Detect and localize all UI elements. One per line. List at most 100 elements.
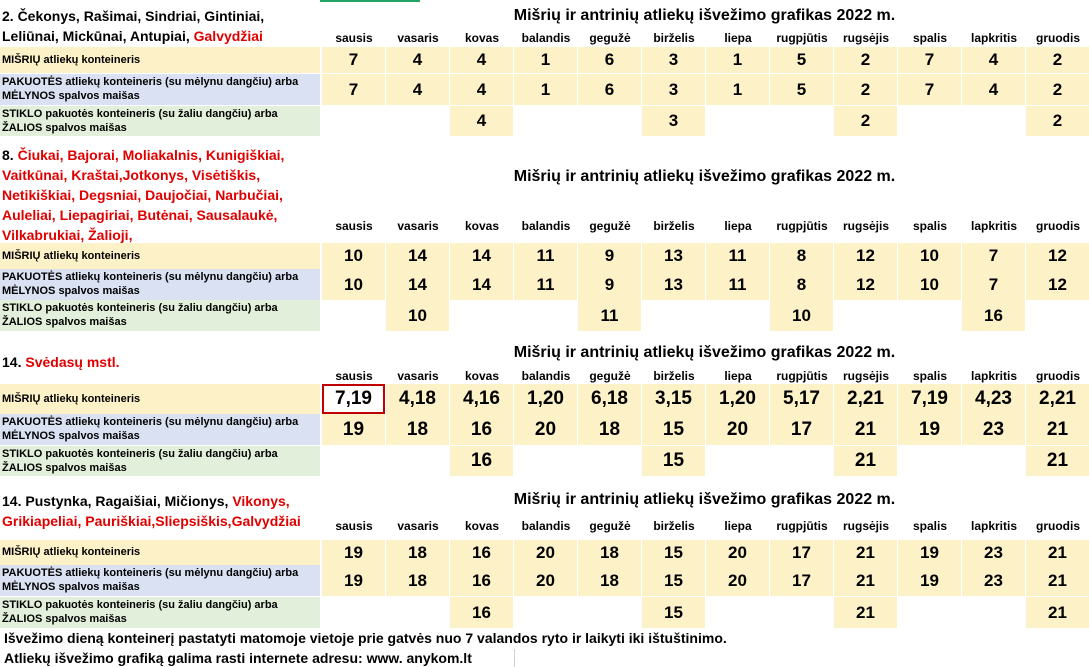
schedule-cell-packaging[interactable]: 15 <box>642 414 705 445</box>
schedule-cell-packaging[interactable]: 7 <box>962 269 1025 300</box>
schedule-cell-packaging[interactable]: 12 <box>834 269 897 300</box>
schedule-cell-glass[interactable] <box>386 446 449 476</box>
schedule-cell-glass[interactable] <box>706 106 769 136</box>
schedule-cell-packaging[interactable]: 11 <box>706 269 769 300</box>
schedule-cell-mixed[interactable]: 9 <box>578 243 641 269</box>
schedule-cell-mixed[interactable]: 19 <box>322 540 385 565</box>
schedule-cell-packaging[interactable]: 19 <box>322 414 385 445</box>
schedule-cell-glass[interactable] <box>834 300 897 331</box>
schedule-cell-glass[interactable] <box>322 106 385 136</box>
schedule-cell-packaging[interactable]: 3 <box>642 74 705 105</box>
schedule-cell-mixed[interactable]: 4,18 <box>386 384 449 414</box>
schedule-cell-mixed[interactable]: 2,21 <box>834 384 897 414</box>
schedule-cell-mixed[interactable]: 2 <box>1026 47 1089 73</box>
schedule-cell-glass[interactable] <box>514 300 577 331</box>
schedule-cell-glass[interactable] <box>706 446 769 476</box>
schedule-cell-packaging[interactable]: 4 <box>386 74 449 105</box>
schedule-cell-mixed[interactable]: 5,17 <box>770 384 833 414</box>
schedule-cell-glass[interactable]: 3 <box>642 106 705 136</box>
schedule-cell-glass[interactable]: 16 <box>450 597 513 628</box>
schedule-cell-packaging[interactable]: 11 <box>514 269 577 300</box>
schedule-cell-packaging[interactable]: 21 <box>1026 414 1089 445</box>
schedule-cell-mixed[interactable]: 11 <box>706 243 769 269</box>
schedule-cell-glass[interactable]: 21 <box>834 597 897 628</box>
schedule-cell-mixed[interactable]: 4,23 <box>962 384 1025 414</box>
schedule-cell-mixed[interactable]: 7 <box>898 47 961 73</box>
schedule-cell-glass[interactable] <box>770 597 833 628</box>
schedule-cell-mixed[interactable]: 21 <box>1026 540 1089 565</box>
schedule-cell-packaging[interactable]: 20 <box>514 565 577 596</box>
schedule-cell-mixed[interactable]: 8 <box>770 243 833 269</box>
schedule-cell-packaging[interactable]: 7 <box>322 74 385 105</box>
schedule-cell-glass[interactable] <box>898 106 961 136</box>
schedule-cell-mixed[interactable]: 11 <box>514 243 577 269</box>
schedule-cell-mixed[interactable]: 20 <box>514 540 577 565</box>
schedule-cell-glass[interactable] <box>322 300 385 331</box>
schedule-cell-glass[interactable] <box>322 597 385 628</box>
schedule-cell-packaging[interactable]: 4 <box>962 74 1025 105</box>
schedule-cell-packaging[interactable]: 21 <box>834 414 897 445</box>
schedule-cell-mixed[interactable]: 6,18 <box>578 384 641 414</box>
schedule-cell-glass[interactable]: 2 <box>834 106 897 136</box>
schedule-cell-packaging[interactable]: 18 <box>386 565 449 596</box>
schedule-cell-glass[interactable] <box>578 446 641 476</box>
schedule-cell-packaging[interactable]: 21 <box>1026 565 1089 596</box>
schedule-cell-mixed[interactable]: 18 <box>386 540 449 565</box>
schedule-cell-mixed[interactable]: 18 <box>578 540 641 565</box>
schedule-cell-glass[interactable] <box>962 106 1025 136</box>
schedule-cell-packaging[interactable]: 20 <box>706 414 769 445</box>
schedule-cell-glass[interactable] <box>898 300 961 331</box>
schedule-cell-mixed[interactable]: 3 <box>642 47 705 73</box>
schedule-cell-packaging[interactable]: 23 <box>962 414 1025 445</box>
schedule-cell-glass[interactable]: 15 <box>642 446 705 476</box>
schedule-cell-glass[interactable]: 16 <box>962 300 1025 331</box>
schedule-cell-mixed[interactable]: 2 <box>834 47 897 73</box>
schedule-cell-mixed[interactable]: 3,15 <box>642 384 705 414</box>
schedule-cell-glass[interactable] <box>962 597 1025 628</box>
schedule-cell-mixed[interactable]: 7,19 <box>898 384 961 414</box>
schedule-cell-glass[interactable] <box>514 106 577 136</box>
schedule-cell-glass[interactable]: 4 <box>450 106 513 136</box>
schedule-cell-packaging[interactable]: 18 <box>386 414 449 445</box>
schedule-cell-mixed[interactable]: 4 <box>962 47 1025 73</box>
schedule-cell-glass[interactable] <box>386 106 449 136</box>
schedule-cell-packaging[interactable]: 1 <box>514 74 577 105</box>
schedule-cell-glass[interactable] <box>898 597 961 628</box>
schedule-cell-packaging[interactable]: 16 <box>450 414 513 445</box>
schedule-cell-packaging[interactable]: 6 <box>578 74 641 105</box>
schedule-cell-glass[interactable] <box>706 300 769 331</box>
schedule-cell-glass[interactable] <box>962 446 1025 476</box>
schedule-cell-packaging[interactable]: 10 <box>322 269 385 300</box>
schedule-cell-glass[interactable] <box>770 446 833 476</box>
schedule-cell-mixed[interactable]: 2,21 <box>1026 384 1089 414</box>
schedule-cell-glass[interactable] <box>322 446 385 476</box>
schedule-cell-mixed[interactable]: 4 <box>386 47 449 73</box>
schedule-cell-mixed[interactable]: 17 <box>770 540 833 565</box>
schedule-cell-glass[interactable]: 21 <box>834 446 897 476</box>
schedule-cell-packaging[interactable]: 12 <box>1026 269 1089 300</box>
schedule-cell-glass[interactable] <box>642 300 705 331</box>
schedule-cell-glass[interactable] <box>1026 300 1089 331</box>
schedule-cell-mixed[interactable]: 4,16 <box>450 384 513 414</box>
schedule-cell-glass[interactable]: 2 <box>1026 106 1089 136</box>
schedule-cell-packaging[interactable]: 20 <box>706 565 769 596</box>
schedule-cell-mixed[interactable]: 13 <box>642 243 705 269</box>
schedule-cell-glass[interactable]: 10 <box>386 300 449 331</box>
schedule-cell-packaging[interactable]: 19 <box>898 414 961 445</box>
schedule-cell-packaging[interactable]: 15 <box>642 565 705 596</box>
schedule-cell-packaging[interactable]: 18 <box>578 565 641 596</box>
schedule-cell-packaging[interactable]: 2 <box>1026 74 1089 105</box>
schedule-cell-glass[interactable]: 11 <box>578 300 641 331</box>
schedule-cell-mixed[interactable]: 5 <box>770 47 833 73</box>
schedule-cell-packaging[interactable]: 17 <box>770 565 833 596</box>
schedule-cell-mixed[interactable]: 1,20 <box>514 384 577 414</box>
schedule-cell-mixed[interactable]: 23 <box>962 540 1025 565</box>
schedule-cell-packaging[interactable]: 23 <box>962 565 1025 596</box>
schedule-cell-glass[interactable] <box>578 597 641 628</box>
schedule-cell-mixed[interactable]: 21 <box>834 540 897 565</box>
schedule-cell-glass[interactable] <box>898 446 961 476</box>
schedule-cell-packaging[interactable]: 4 <box>450 74 513 105</box>
schedule-cell-packaging[interactable]: 13 <box>642 269 705 300</box>
schedule-cell-mixed[interactable]: 10 <box>322 243 385 269</box>
schedule-cell-glass[interactable]: 16 <box>450 446 513 476</box>
